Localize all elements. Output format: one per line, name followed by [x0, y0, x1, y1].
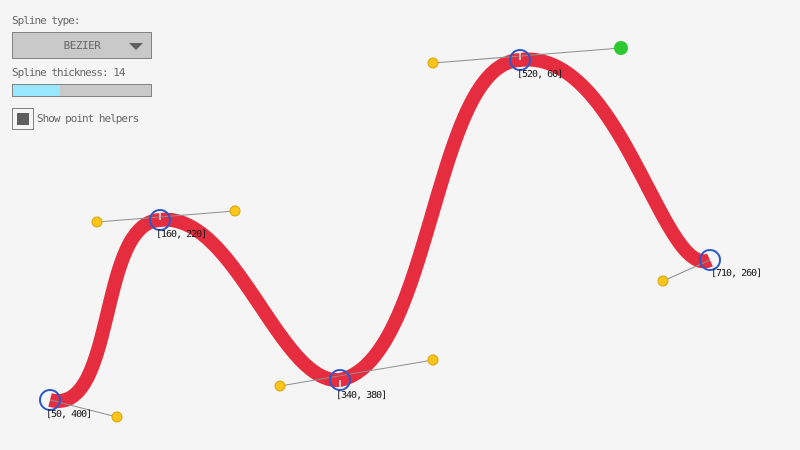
anchor-point[interactable]: [329, 369, 351, 391]
anchor-point[interactable]: [149, 209, 171, 231]
slider-fill-bar: [13, 85, 60, 96]
control-point[interactable]: [427, 354, 439, 366]
spline-thickness-label: Spline thickness: 14: [12, 66, 125, 79]
control-point[interactable]: [274, 380, 286, 392]
control-point[interactable]: [657, 275, 669, 287]
handle-line: [96, 210, 236, 223]
selected-control-point[interactable]: [614, 41, 628, 55]
chevron-down-icon: [129, 42, 143, 50]
handle-line: [432, 47, 622, 64]
control-point[interactable]: [427, 57, 439, 69]
handle-line: [49, 399, 118, 418]
spline-thickness-slider[interactable]: [12, 84, 152, 97]
anchor-point[interactable]: [39, 389, 61, 411]
show-point-helpers-checkbox[interactable]: [12, 108, 34, 130]
anchor-point[interactable]: [699, 249, 721, 271]
handle-line: [279, 359, 434, 387]
checkbox-check-mark: [17, 113, 29, 125]
spline-type-dropdown[interactable]: BEZIER: [12, 32, 152, 59]
spline-type-label: Spline type:: [12, 14, 80, 27]
anchor-point[interactable]: [509, 49, 531, 71]
show-point-helpers-label: Show point helpers: [37, 112, 139, 125]
spline-curve: [48, 52, 713, 408]
spline-type-selected-value: BEZIER: [63, 39, 101, 52]
control-point[interactable]: [111, 411, 123, 423]
handle-line: [662, 259, 711, 282]
control-point[interactable]: [91, 216, 103, 228]
control-point[interactable]: [229, 205, 241, 217]
